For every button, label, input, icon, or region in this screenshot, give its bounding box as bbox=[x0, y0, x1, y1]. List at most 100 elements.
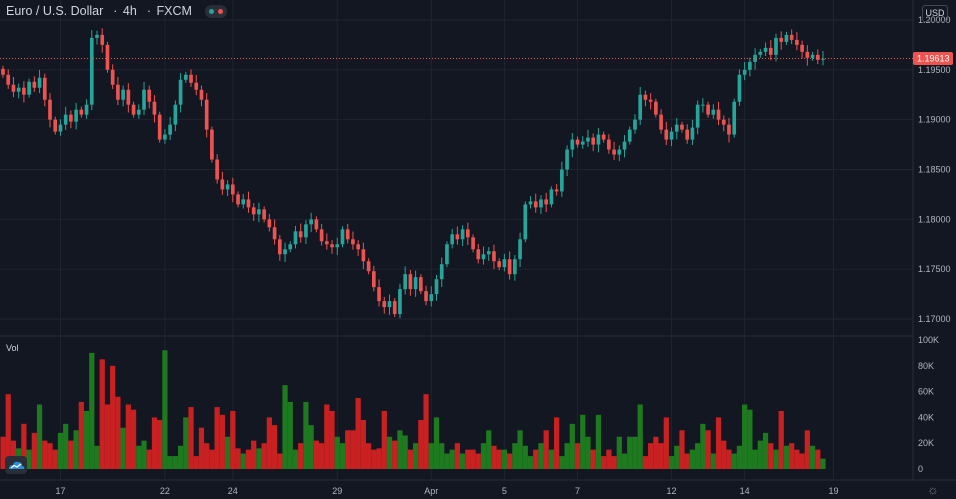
candle-body bbox=[392, 301, 397, 315]
candle-body bbox=[262, 209, 266, 220]
candle-body bbox=[513, 259, 517, 275]
volume-bar bbox=[277, 453, 283, 469]
volume-bar bbox=[21, 423, 27, 469]
volume-bar bbox=[413, 443, 419, 469]
volume-bar bbox=[522, 445, 528, 469]
candle-body bbox=[774, 37, 778, 55]
candle-body bbox=[737, 74, 742, 102]
settings-gear-icon[interactable]: ☼ bbox=[927, 482, 939, 497]
volume-bar bbox=[172, 456, 178, 469]
volume-indicator-label[interactable]: Vol bbox=[6, 343, 19, 353]
volume-bar bbox=[742, 404, 748, 469]
time-axis[interactable]: 17 22 24 29 Apr 5 7 12 14 19 bbox=[55, 486, 838, 496]
last-price-tag: 1.19613 bbox=[913, 52, 953, 66]
candle-body bbox=[800, 44, 804, 52]
candle-body bbox=[194, 82, 199, 90]
candle-body bbox=[633, 119, 637, 130]
volume-bar bbox=[266, 417, 272, 469]
volume-bar bbox=[386, 436, 393, 469]
volume-bar bbox=[715, 417, 722, 469]
volume-bar bbox=[564, 443, 570, 469]
volume-tick-label: 60K bbox=[918, 387, 934, 397]
candle-body bbox=[544, 199, 549, 205]
volume-bar bbox=[177, 445, 184, 469]
volume-bar bbox=[658, 443, 664, 469]
volume-tick-label: 40K bbox=[918, 412, 934, 422]
market-status-icon[interactable] bbox=[205, 5, 228, 19]
grid-lines bbox=[0, 0, 913, 480]
volume-bar bbox=[318, 443, 325, 469]
candle-body bbox=[565, 149, 569, 170]
candle-body bbox=[492, 251, 496, 262]
price-tick-label: 1.19000 bbox=[918, 115, 951, 125]
candle-body bbox=[439, 264, 444, 280]
candle-body bbox=[251, 207, 256, 215]
candle-body bbox=[63, 114, 68, 125]
candle-body bbox=[403, 274, 407, 290]
volume-axis[interactable]: 100K 80K 60K 40K 20K 0 bbox=[918, 335, 939, 474]
volume-bar bbox=[10, 440, 17, 469]
symbol-name[interactable]: Euro / U.S. Dollar bbox=[6, 4, 104, 18]
volume-bar bbox=[308, 425, 314, 469]
volume-bar bbox=[773, 449, 779, 469]
volume-bar bbox=[428, 443, 434, 469]
candle-body bbox=[424, 291, 428, 302]
candle-body bbox=[795, 39, 799, 45]
candle-body bbox=[685, 129, 690, 140]
price-axis[interactable]: 1.20000 1.19500 1.19000 1.18500 1.18000 1.175… bbox=[918, 15, 951, 324]
volume-bar bbox=[757, 440, 763, 469]
candle-body bbox=[351, 239, 355, 245]
price-tick-label: 1.18000 bbox=[918, 214, 951, 224]
candle-body bbox=[669, 131, 674, 140]
volume-bar bbox=[804, 430, 810, 469]
candle-body bbox=[701, 104, 705, 106]
volume-bar bbox=[31, 432, 37, 469]
volume-bar bbox=[460, 453, 466, 469]
volume-bar bbox=[768, 443, 774, 469]
candle-body bbox=[654, 101, 658, 115]
volume-bar bbox=[42, 440, 48, 469]
currency-button[interactable]: USD bbox=[922, 5, 948, 22]
price-tick-label: 1.17500 bbox=[918, 264, 951, 274]
volume-bar bbox=[731, 453, 737, 469]
volume-bar bbox=[183, 417, 189, 469]
volume-bar bbox=[350, 430, 356, 469]
volume-bar bbox=[188, 407, 194, 469]
candle-body bbox=[753, 54, 757, 62]
candle-body bbox=[356, 244, 360, 250]
exchange-label[interactable]: FXCM bbox=[156, 4, 192, 18]
volume-bar bbox=[648, 443, 654, 469]
volume-bar bbox=[167, 456, 173, 469]
volume-bar bbox=[146, 449, 152, 469]
volume-bar bbox=[809, 445, 816, 469]
volume-bar bbox=[423, 394, 429, 469]
candle-body bbox=[1, 68, 5, 75]
time-tick-label: 22 bbox=[160, 486, 170, 496]
volume-tick-label: 20K bbox=[918, 438, 934, 448]
volume-bar bbox=[125, 404, 131, 469]
candle-body bbox=[528, 201, 533, 205]
volume-bar bbox=[345, 430, 351, 469]
tradingview-logo[interactable] bbox=[5, 456, 27, 474]
time-tick-label: 5 bbox=[502, 486, 507, 496]
volume-bar bbox=[663, 417, 669, 469]
candle-body bbox=[32, 81, 37, 88]
symbol-header[interactable]: Euro / U.S. Dollar · 4h · FXCM bbox=[6, 4, 235, 19]
interval-label[interactable]: 4h bbox=[122, 4, 137, 18]
candle-body bbox=[549, 189, 554, 205]
volume-bar bbox=[245, 449, 252, 469]
candle-body bbox=[727, 124, 731, 135]
volume-bar bbox=[251, 440, 257, 469]
candle-body bbox=[580, 141, 585, 145]
candle-body bbox=[183, 74, 188, 80]
volume-tick-label: 100K bbox=[918, 335, 939, 345]
volume-bar bbox=[627, 436, 633, 469]
status-dot-green-icon bbox=[209, 9, 215, 15]
volume-bar bbox=[26, 449, 32, 469]
candle-body bbox=[11, 84, 16, 92]
volume-bar bbox=[371, 449, 377, 469]
price-tick-label: 1.18500 bbox=[918, 164, 951, 174]
candle-body bbox=[37, 77, 42, 88]
time-tick-label: Apr bbox=[424, 486, 438, 496]
